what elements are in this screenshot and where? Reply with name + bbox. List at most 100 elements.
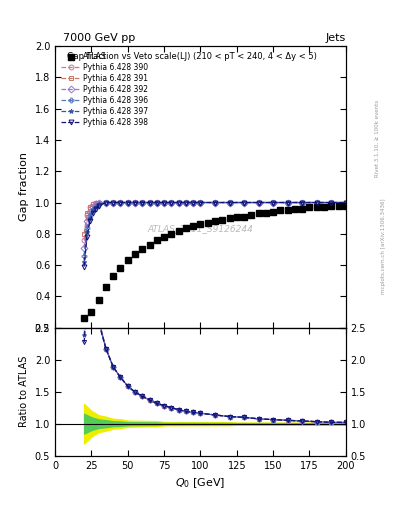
Pythia 6.428 391 bbox=[118, 200, 123, 206]
Pythia 6.428 391 bbox=[184, 200, 188, 206]
Pythia 6.428 390 bbox=[118, 200, 123, 206]
Pythia 6.428 390 bbox=[104, 200, 108, 206]
Pythia 6.428 390 bbox=[111, 200, 116, 206]
Pythia 6.428 390 bbox=[343, 200, 348, 206]
Text: Jets: Jets bbox=[325, 33, 346, 44]
Y-axis label: Ratio to ATLAS: Ratio to ATLAS bbox=[19, 356, 29, 428]
ATLAS bbox=[147, 242, 152, 248]
Pythia 6.428 397 bbox=[169, 200, 174, 206]
Pythia 6.428 397 bbox=[198, 200, 203, 206]
Pythia 6.428 397 bbox=[162, 200, 167, 206]
Pythia 6.428 396 bbox=[329, 200, 334, 206]
Pythia 6.428 392 bbox=[104, 200, 108, 206]
Pythia 6.428 396 bbox=[118, 200, 123, 206]
Pythia 6.428 396 bbox=[90, 206, 95, 212]
Pythia 6.428 392 bbox=[90, 204, 95, 210]
ATLAS bbox=[198, 221, 203, 227]
Pythia 6.428 390 bbox=[314, 200, 319, 206]
Pythia 6.428 391 bbox=[140, 200, 145, 206]
Pythia 6.428 398 bbox=[169, 200, 174, 206]
Pythia 6.428 396 bbox=[198, 200, 203, 206]
Pythia 6.428 398 bbox=[84, 234, 89, 240]
Pythia 6.428 398 bbox=[329, 200, 334, 206]
Pythia 6.428 397 bbox=[256, 200, 261, 206]
Pythia 6.428 397 bbox=[94, 204, 98, 210]
Pythia 6.428 397 bbox=[329, 200, 334, 206]
Pythia 6.428 392 bbox=[242, 200, 246, 206]
Pythia 6.428 396 bbox=[111, 200, 116, 206]
Text: ATLAS_2011_S9126244: ATLAS_2011_S9126244 bbox=[147, 225, 253, 233]
ATLAS bbox=[271, 209, 275, 215]
Line: Pythia 6.428 398: Pythia 6.428 398 bbox=[82, 200, 348, 269]
Line: Pythia 6.428 397: Pythia 6.428 397 bbox=[82, 200, 348, 264]
ATLAS bbox=[336, 203, 341, 209]
Pythia 6.428 397 bbox=[213, 200, 217, 206]
ATLAS bbox=[227, 215, 232, 221]
Pythia 6.428 392 bbox=[84, 218, 89, 224]
Pythia 6.428 392 bbox=[94, 201, 98, 207]
Pythia 6.428 390 bbox=[169, 200, 174, 206]
Pythia 6.428 391 bbox=[96, 200, 101, 206]
Pythia 6.428 391 bbox=[82, 231, 86, 237]
Pythia 6.428 392 bbox=[169, 200, 174, 206]
Pythia 6.428 396 bbox=[147, 200, 152, 206]
ATLAS bbox=[191, 223, 196, 229]
Pythia 6.428 392 bbox=[147, 200, 152, 206]
Pythia 6.428 398 bbox=[82, 264, 86, 270]
Pythia 6.428 391 bbox=[314, 200, 319, 206]
Pythia 6.428 396 bbox=[213, 200, 217, 206]
Pythia 6.428 390 bbox=[213, 200, 217, 206]
Pythia 6.428 391 bbox=[343, 200, 348, 206]
Pythia 6.428 397 bbox=[140, 200, 145, 206]
Pythia 6.428 398 bbox=[213, 200, 217, 206]
Pythia 6.428 396 bbox=[104, 200, 108, 206]
Text: Gap fraction vs Veto scale(LJ) (210 < pT < 240, 4 < Δy < 5): Gap fraction vs Veto scale(LJ) (210 < pT… bbox=[67, 52, 316, 61]
Pythia 6.428 396 bbox=[162, 200, 167, 206]
Pythia 6.428 392 bbox=[111, 200, 116, 206]
Pythia 6.428 396 bbox=[84, 224, 89, 230]
Text: mcplots.cern.ch [arXiv:1306.3436]: mcplots.cern.ch [arXiv:1306.3436] bbox=[381, 198, 386, 293]
Pythia 6.428 392 bbox=[162, 200, 167, 206]
Pythia 6.428 390 bbox=[96, 200, 101, 206]
Pythia 6.428 396 bbox=[191, 200, 196, 206]
ATLAS bbox=[104, 284, 108, 290]
Pythia 6.428 396 bbox=[94, 203, 98, 209]
Pythia 6.428 391 bbox=[88, 204, 92, 210]
Pythia 6.428 398 bbox=[104, 200, 108, 206]
Pythia 6.428 398 bbox=[184, 200, 188, 206]
Pythia 6.428 390 bbox=[227, 200, 232, 206]
Pythia 6.428 396 bbox=[176, 200, 181, 206]
Pythia 6.428 396 bbox=[314, 200, 319, 206]
Pythia 6.428 391 bbox=[133, 200, 138, 206]
ATLAS bbox=[329, 203, 334, 209]
Pythia 6.428 397 bbox=[82, 259, 86, 265]
Pythia 6.428 392 bbox=[88, 209, 92, 215]
Text: Rivet 3.1.10, ≥ 100k events: Rivet 3.1.10, ≥ 100k events bbox=[375, 100, 380, 177]
Pythia 6.428 390 bbox=[242, 200, 246, 206]
Pythia 6.428 392 bbox=[227, 200, 232, 206]
ATLAS bbox=[169, 231, 174, 237]
Pythia 6.428 398 bbox=[133, 200, 138, 206]
ATLAS bbox=[307, 204, 312, 210]
Pythia 6.428 392 bbox=[176, 200, 181, 206]
Pythia 6.428 397 bbox=[154, 200, 159, 206]
ATLAS bbox=[314, 204, 319, 210]
Pythia 6.428 392 bbox=[300, 200, 305, 206]
Pythia 6.428 391 bbox=[271, 200, 275, 206]
Pythia 6.428 392 bbox=[329, 200, 334, 206]
ATLAS bbox=[133, 251, 138, 257]
Pythia 6.428 397 bbox=[90, 207, 95, 214]
ATLAS bbox=[176, 228, 181, 234]
Pythia 6.428 397 bbox=[133, 200, 138, 206]
Pythia 6.428 390 bbox=[329, 200, 334, 206]
Pythia 6.428 396 bbox=[88, 212, 92, 218]
Pythia 6.428 392 bbox=[96, 200, 101, 206]
Pythia 6.428 398 bbox=[88, 218, 92, 224]
Pythia 6.428 398 bbox=[191, 200, 196, 206]
Pythia 6.428 392 bbox=[184, 200, 188, 206]
Pythia 6.428 391 bbox=[147, 200, 152, 206]
Pythia 6.428 390 bbox=[176, 200, 181, 206]
Pythia 6.428 398 bbox=[94, 206, 98, 212]
ATLAS bbox=[263, 210, 268, 217]
Pythia 6.428 391 bbox=[90, 201, 95, 207]
